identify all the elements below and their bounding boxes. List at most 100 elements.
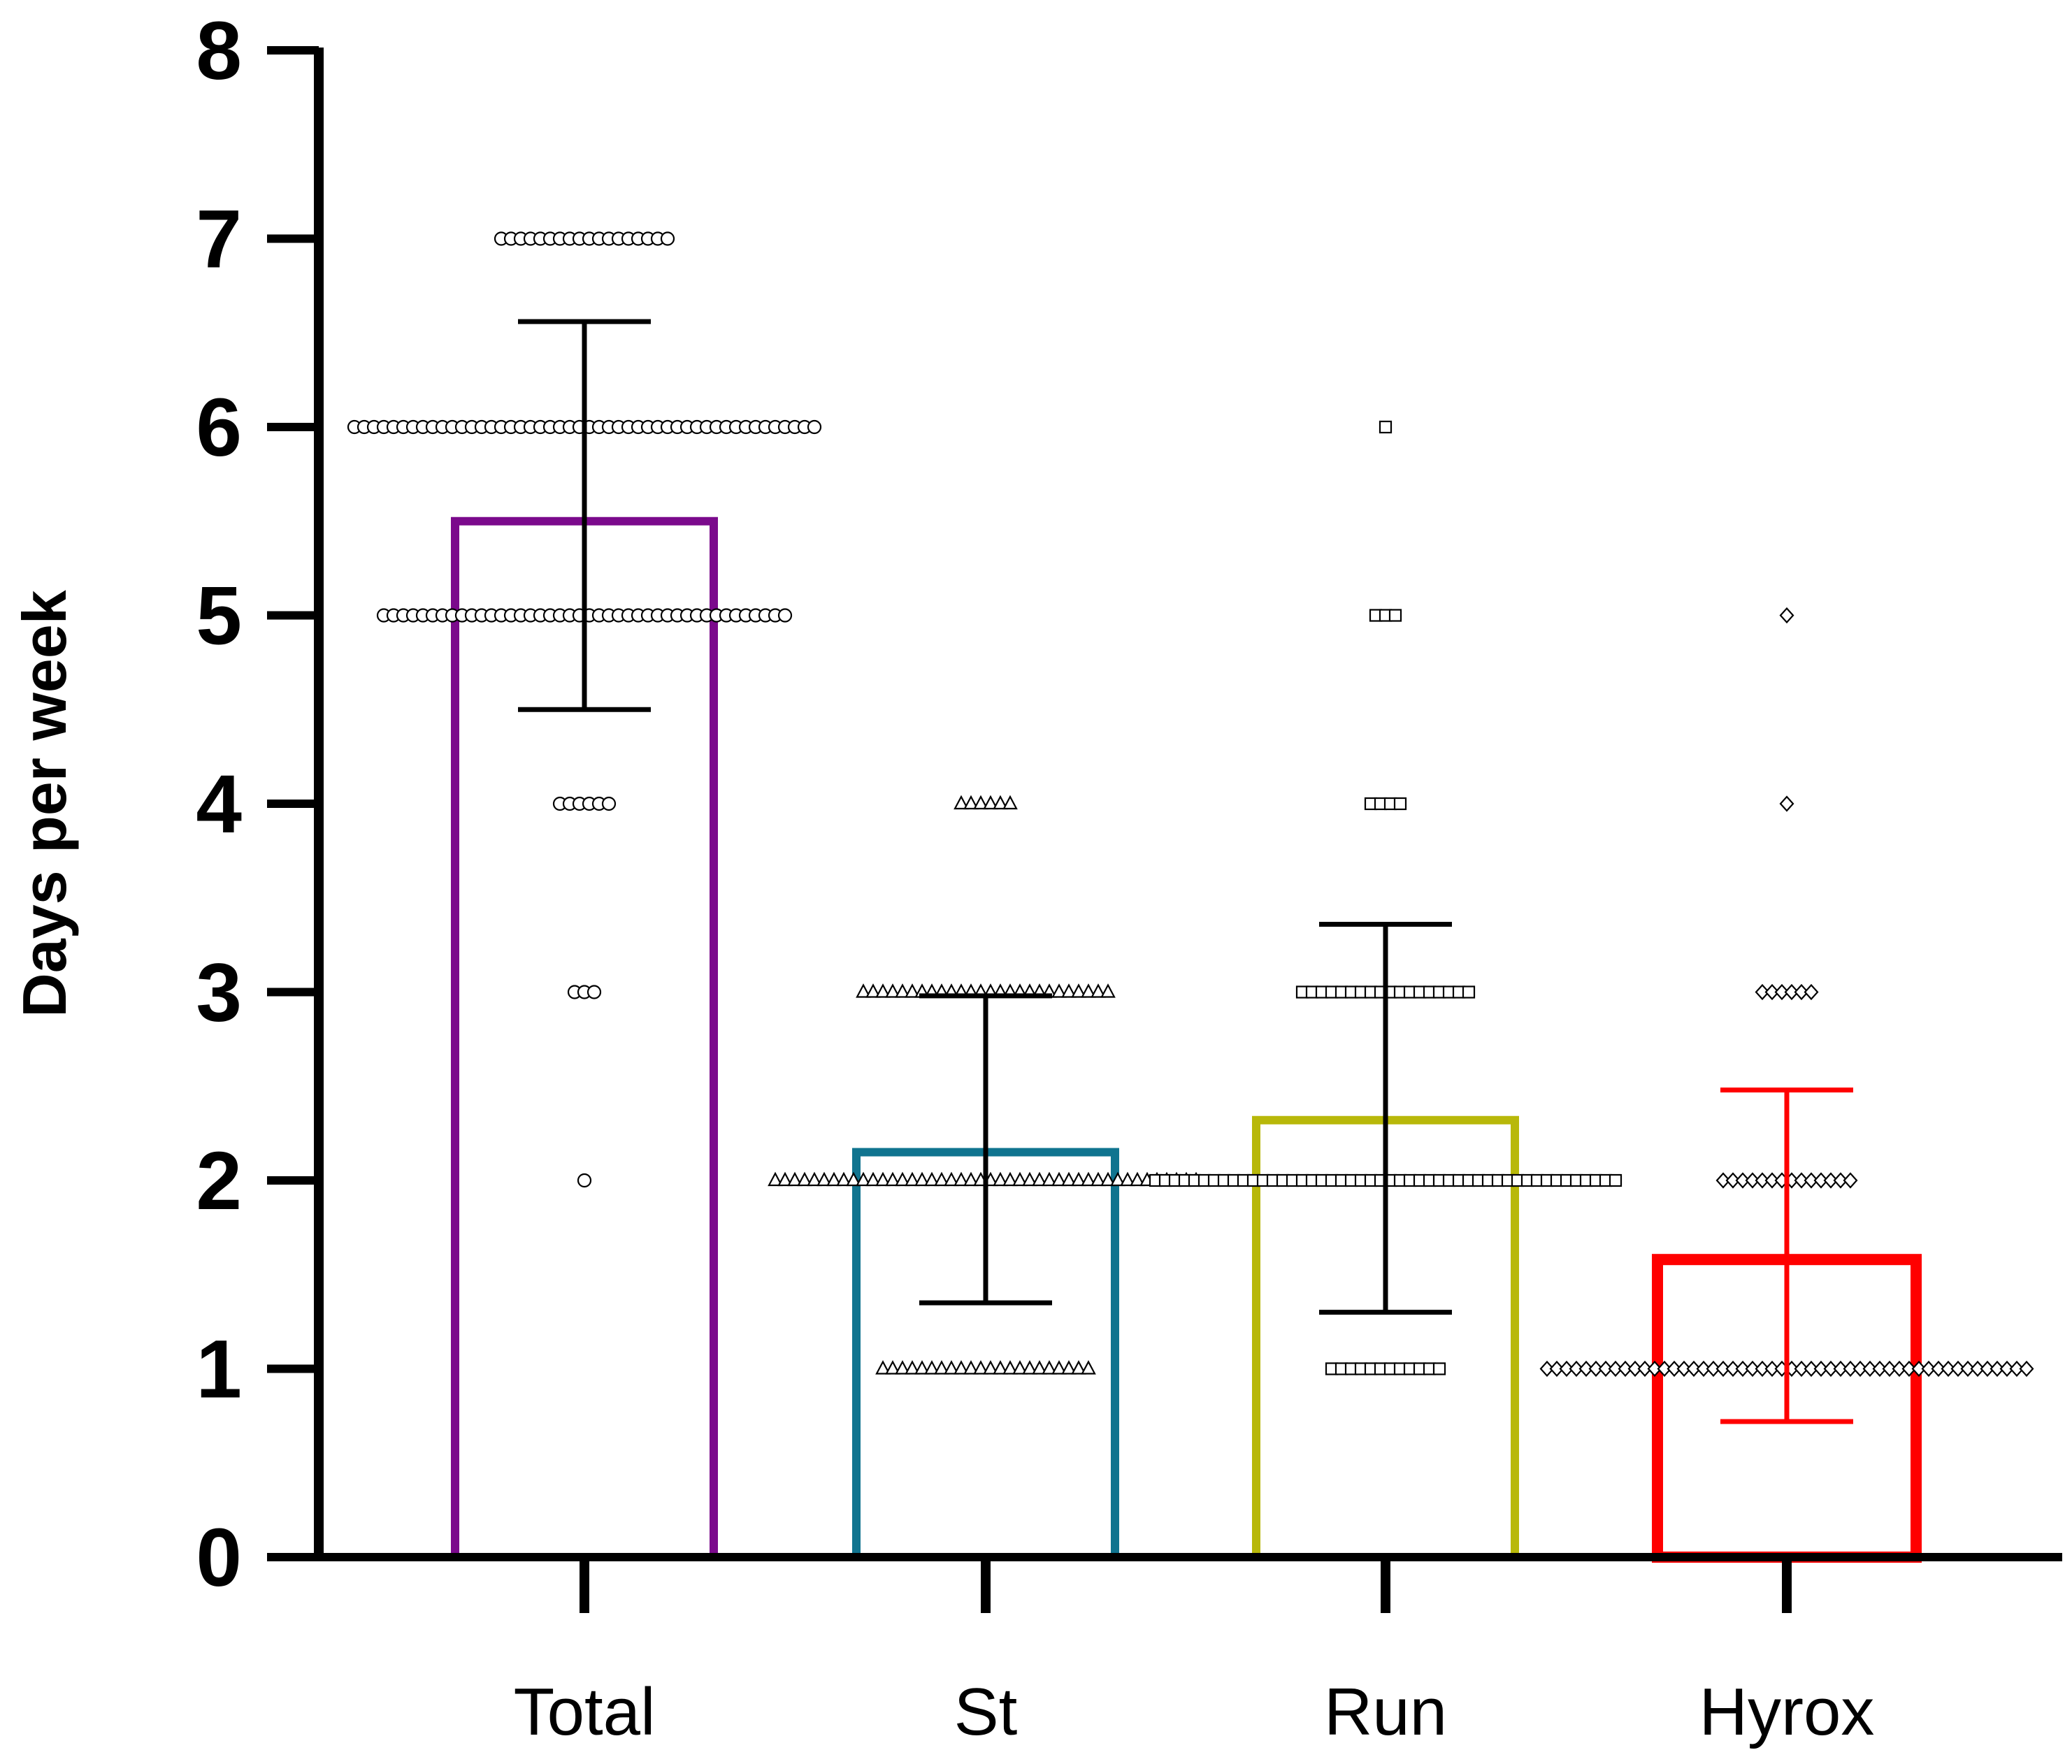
data-point-st [914,1171,930,1187]
data-point-hyrox [1813,1360,1829,1378]
data-point-st [954,1171,969,1187]
data-point-total [660,231,675,246]
data-point-st [885,983,900,998]
data-point-hyrox [1804,1172,1819,1189]
data-point-hyrox [1950,1360,1966,1378]
data-point-hyrox [1999,1360,2015,1378]
data-point-hyrox [1735,1172,1750,1189]
data-point-st [1110,1171,1125,1187]
data-point-st [1091,1171,1106,1187]
data-point-hyrox [1578,1360,1594,1378]
data-point-hyrox [1676,1360,1692,1378]
data-point-st [895,983,910,998]
data-point-hyrox [1990,1360,2005,1378]
data-point-hyrox [1559,1360,1574,1378]
data-point-hyrox [1813,1172,1829,1189]
data-point-hyrox [1735,1360,1750,1378]
data-point-st [954,1360,969,1375]
data-point-hyrox [1823,1360,1839,1378]
data-point-st [1012,1360,1028,1375]
data-point-st [787,1171,803,1187]
data-point-st [1071,983,1086,998]
data-point-st [905,983,920,998]
data-point-hyrox [1569,1360,1584,1378]
data-point-hyrox [2019,1360,2034,1378]
data-point-st [865,983,881,998]
data-point-st [885,1360,900,1375]
data-point-hyrox [1862,1360,1878,1378]
data-point-hyrox [1779,795,1794,812]
data-point-st [768,1171,783,1187]
data-point-st [865,1171,881,1187]
data-point-st [1032,1360,1047,1375]
bars-layer [451,516,1922,1563]
data-point-hyrox [1960,1360,1976,1378]
data-point-st [1012,1171,1028,1187]
data-point-hyrox [1901,1360,1917,1378]
data-point-hyrox [1911,1360,1927,1378]
data-point-st [993,795,1008,810]
data-point-st [1022,1360,1037,1375]
data-point-total [577,1173,592,1188]
data-point-hyrox [1764,1172,1780,1189]
data-point-hyrox [1804,983,1819,1001]
data-point-hyrox [1696,1360,1711,1378]
data-point-st [905,1171,920,1187]
data-point-total [777,608,793,623]
data-point-hyrox [1833,1360,1848,1378]
data-point-hyrox [1588,1360,1604,1378]
data-point-run [1609,1173,1623,1187]
data-point-st [875,1360,891,1375]
data-point-st [1032,1171,1047,1187]
data-point-st [963,795,979,810]
data-point-hyrox [1774,983,1790,1001]
data-point-hyrox [1833,1172,1848,1189]
data-point-st [1042,1360,1057,1375]
data-point-st [1071,1360,1086,1375]
data-point-st [973,1360,988,1375]
data-point-hyrox [1941,1360,1956,1378]
data-point-st [846,1171,861,1187]
data-point-st [993,1171,1008,1187]
data-point-hyrox [1764,1360,1780,1378]
data-point-hyrox [1715,1360,1731,1378]
data-point-hyrox [1598,1360,1613,1378]
data-point-st [1002,1360,1018,1375]
data-point-hyrox [1657,1360,1672,1378]
data-point-st [885,1171,900,1187]
data-point-hyrox [1755,983,1770,1001]
data-point-st [954,795,969,810]
data-point-st [1051,1360,1067,1375]
data-point-hyrox [1843,1172,1858,1189]
data-point-hyrox [2009,1360,2024,1378]
data-point-st [1120,1171,1135,1187]
data-point-run [1379,420,1393,434]
data-point-st [944,1171,959,1187]
data-point-st [856,1171,871,1187]
error-bars-layer [518,319,1853,1424]
x-category-label-run: Run [1324,1675,1447,1749]
data-point-hyrox [1764,983,1780,1001]
data-point-hyrox [1608,1360,1623,1378]
data-point-hyrox [1794,983,1809,1001]
data-point-st [934,1360,949,1375]
data-point-st [1081,1171,1096,1187]
data-point-st [1042,1171,1057,1187]
data-point-hyrox [1618,1360,1633,1378]
axes-layer [267,46,2062,1613]
data-point-st [826,1171,842,1187]
data-point-st [1100,1171,1116,1187]
data-point-st [895,1360,910,1375]
data-point-hyrox [1686,1360,1702,1378]
data-point-hyrox [1745,1172,1760,1189]
data-point-hyrox [1725,1172,1741,1189]
data-point-hyrox [1627,1360,1643,1378]
data-point-st [963,1171,979,1187]
data-point-hyrox [1549,1360,1564,1378]
data-point-hyrox [1539,1360,1555,1378]
y-tick-label: 3 [196,947,242,1039]
data-point-st [963,1360,979,1375]
data-point-st [983,1360,998,1375]
data-point-st [1061,1171,1077,1187]
